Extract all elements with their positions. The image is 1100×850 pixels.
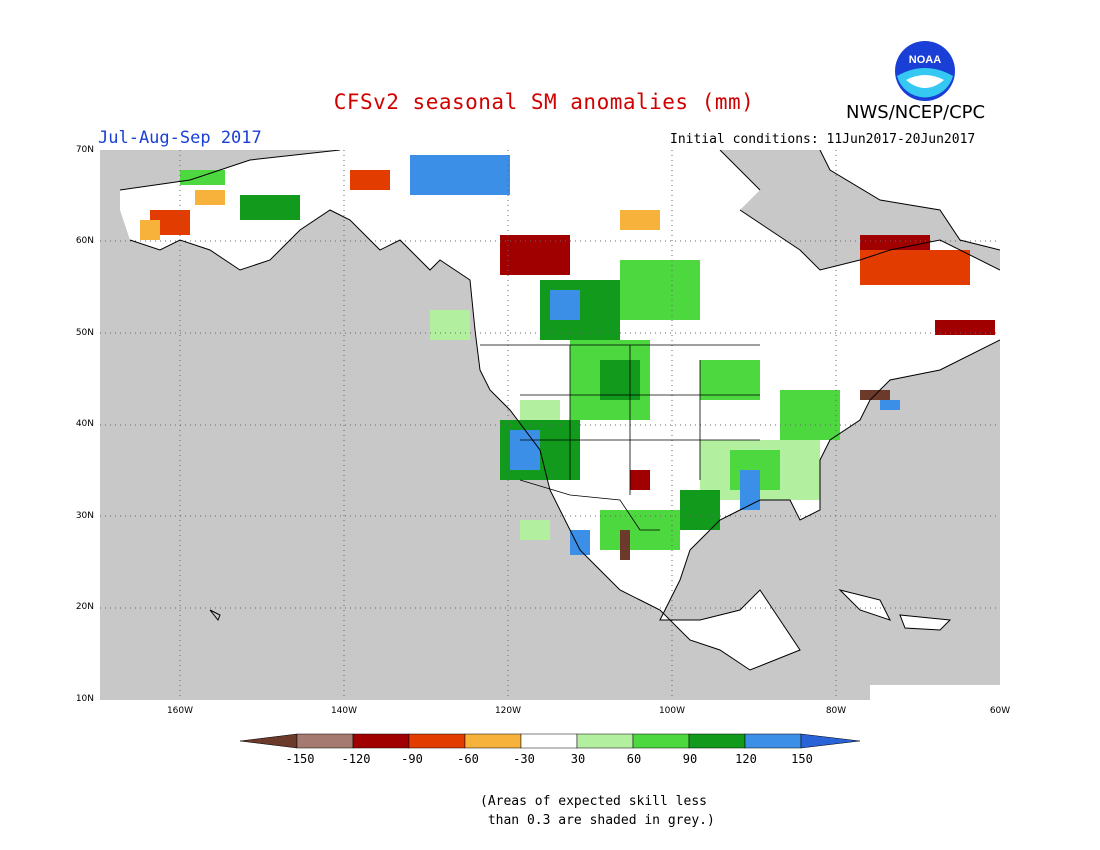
lat-label-20n: 20N <box>75 602 94 612</box>
colorbar-tick-4: -30 <box>513 752 535 766</box>
lat-label-60n: 60N <box>75 236 94 246</box>
colorbar-tick-0: -150 <box>285 752 315 766</box>
coastlines <box>119 149 1001 671</box>
season-label: Jul-Aug-Sep 2017 <box>98 128 262 148</box>
lat-label-50n: 50N <box>75 328 94 338</box>
map-svg <box>100 149 1001 700</box>
colorbar-tick-1: -120 <box>341 752 371 766</box>
chart-title: CFSv2 seasonal SM anomalies (mm) <box>333 90 755 114</box>
colorbar-tick-2: -90 <box>401 752 423 766</box>
colorbar-tick-3: -60 <box>457 752 479 766</box>
colorbar-tick-8: 120 <box>735 752 757 766</box>
colorbar-tick-5: 30 <box>570 752 586 766</box>
lon-label-80w: 80W <box>825 706 847 716</box>
anomaly-map <box>100 149 1001 700</box>
initial-conditions: Initial conditions: 11Jun2017-20Jun2017 <box>670 132 976 147</box>
skill-note: (Areas of expected skill less than 0.3 a… <box>480 794 715 828</box>
agency-label: NWS/NCEP/CPC <box>846 102 986 123</box>
svg-text:NOAA: NOAA <box>909 54 941 66</box>
grid-lines <box>100 150 1000 700</box>
colorbar-tick-7: 90 <box>682 752 698 766</box>
lat-label-10n: 10N <box>75 694 94 704</box>
lon-label-100w: 100W <box>658 706 686 716</box>
colorbar <box>240 733 860 749</box>
political-borders <box>480 344 760 531</box>
lat-label-70n: 70N <box>75 145 94 155</box>
lon-label-120w: 120W <box>494 706 522 716</box>
lat-label-30n: 30N <box>75 511 94 521</box>
lat-label-40n: 40N <box>75 419 94 429</box>
lon-label-160w: 160W <box>166 706 194 716</box>
lon-label-60w: 60W <box>989 706 1011 716</box>
noaa-logo: NOAA <box>895 41 955 101</box>
colorbar-tick-9: 150 <box>791 752 813 766</box>
colorbar-tick-6: 60 <box>626 752 642 766</box>
lon-label-140w: 140W <box>330 706 358 716</box>
